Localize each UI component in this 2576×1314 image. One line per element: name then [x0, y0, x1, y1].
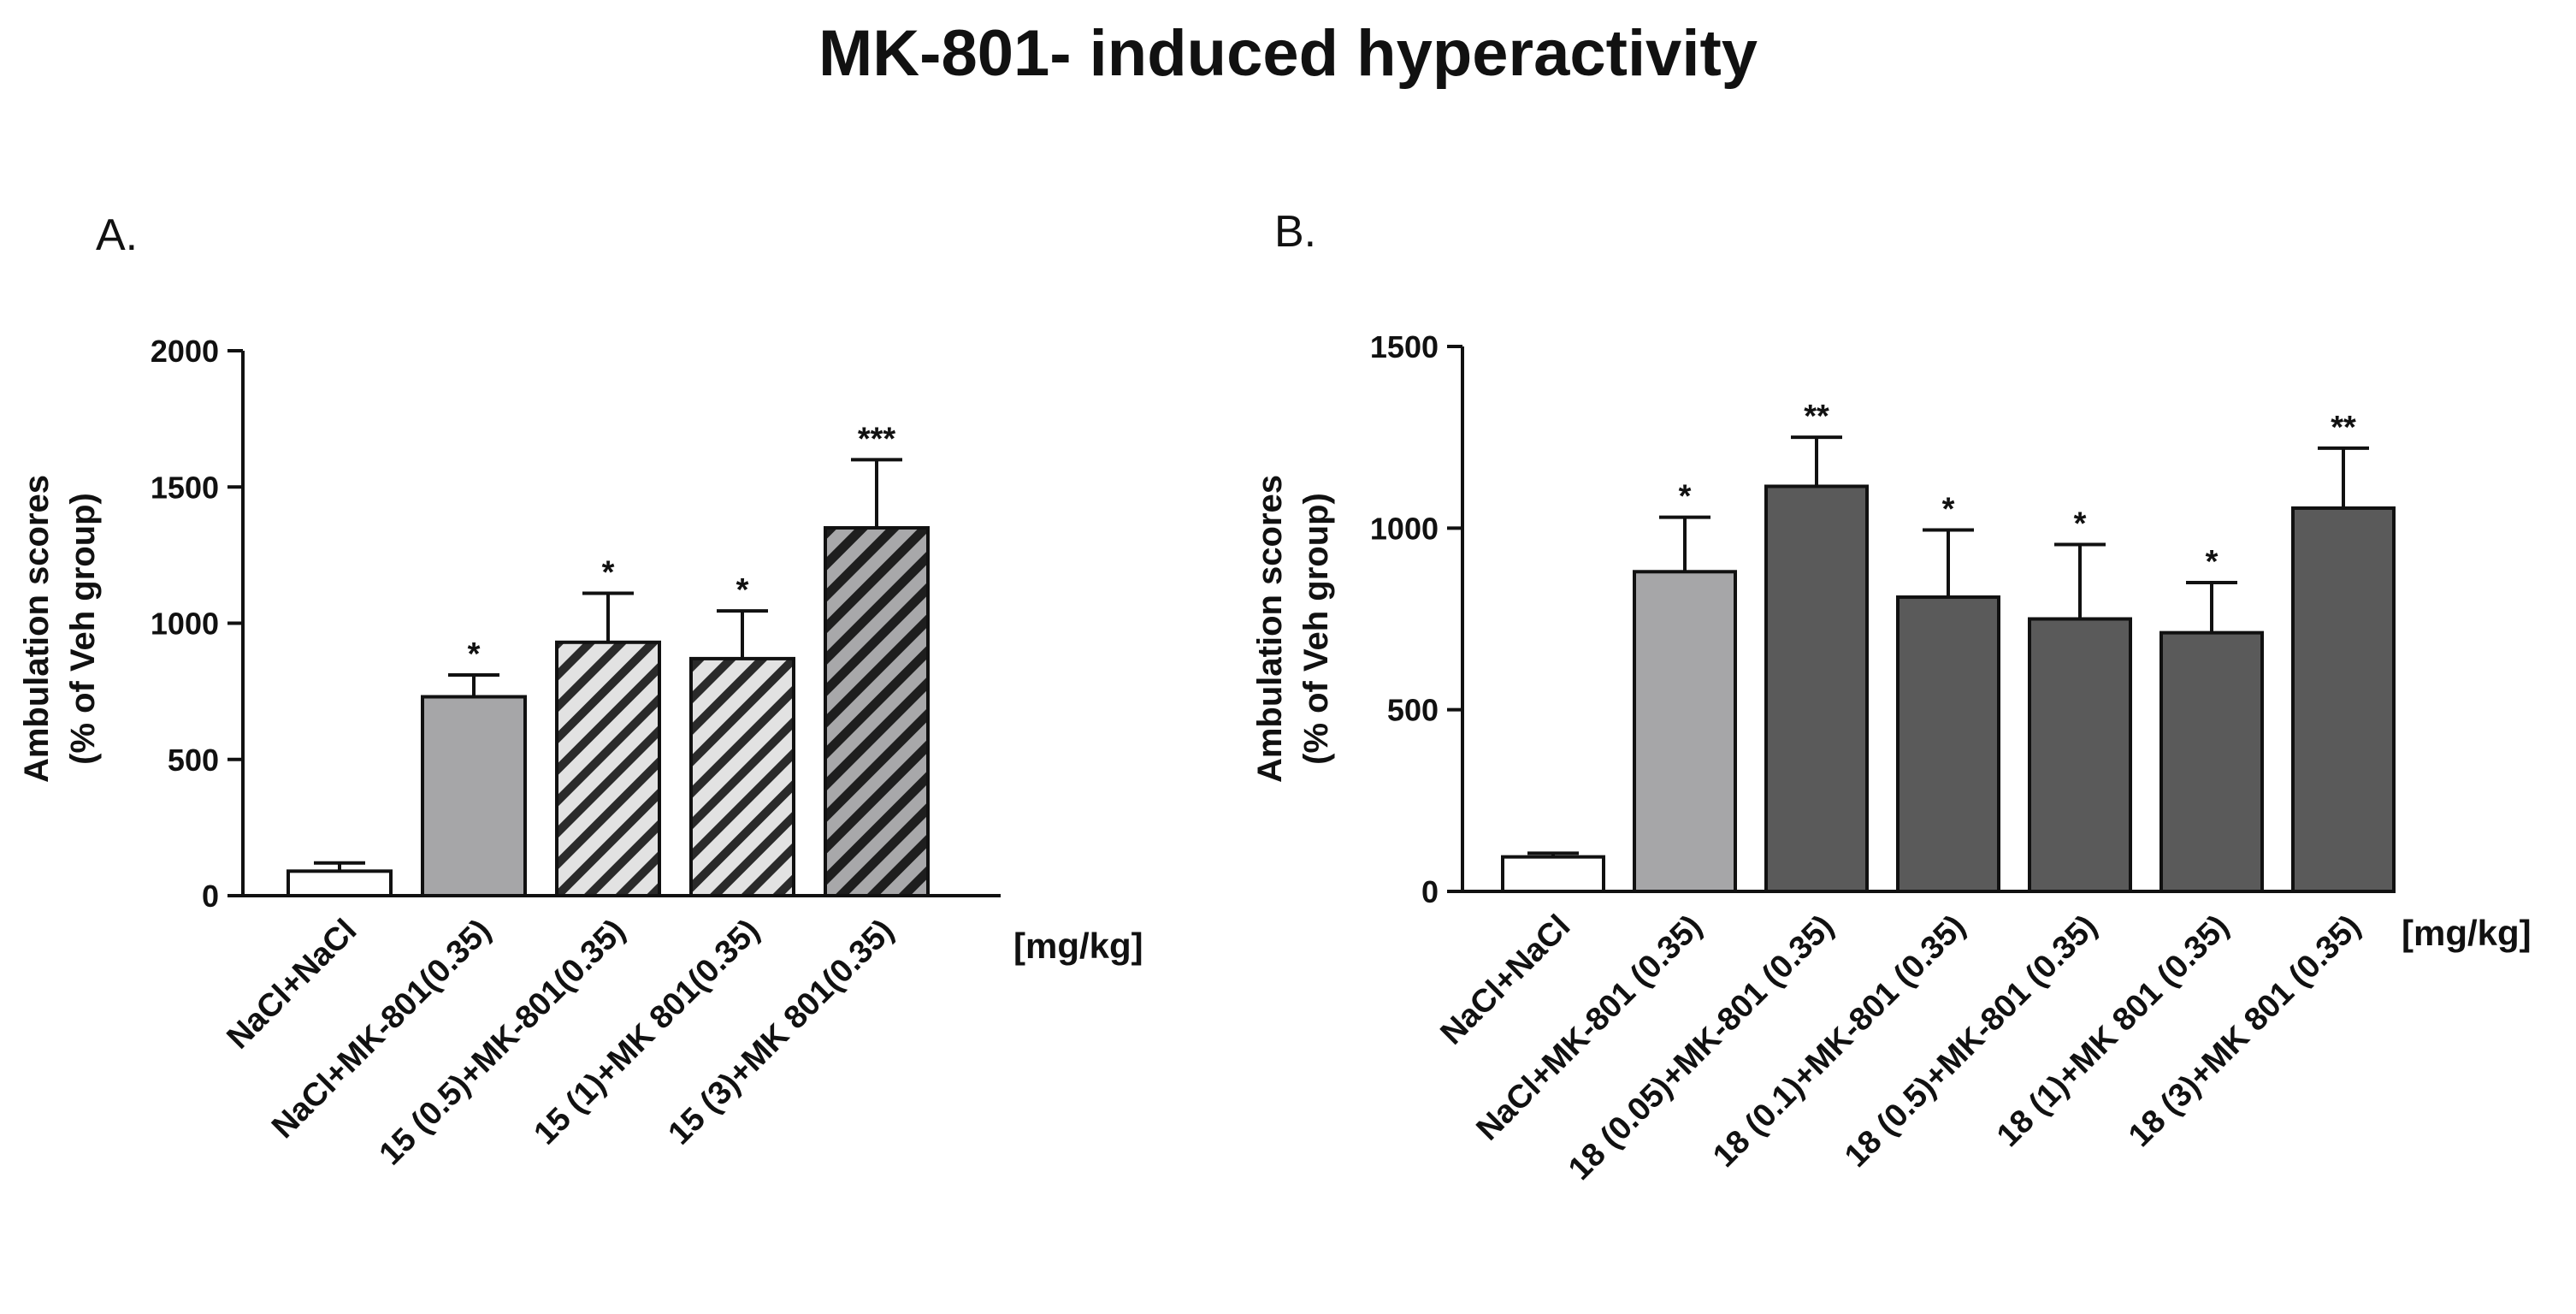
panel-a-category-label: 15 (3)+MK 801(0.35)	[661, 913, 901, 1152]
panel-b-ylabel-line1: Ambulation scores	[1251, 475, 1289, 783]
panel-a-ytick-label: 500	[168, 743, 219, 778]
panel-b-chart: B. Ambulation scores (% of Veh group) [m…	[1251, 207, 2532, 1187]
panel-a-category-label: 15 (0.5)+MK-801(0.35)	[373, 913, 633, 1173]
panel-b-bar	[1633, 570, 1737, 893]
panel-b-category-label: NaCl+MK-801 (0.35)	[1470, 909, 1710, 1148]
panel-b-bar	[1764, 484, 1869, 893]
panel-a-bar	[824, 526, 930, 898]
panel-a-ytick-label: 2000	[151, 334, 219, 369]
panel-a-unit-label: [mg/kg]	[1013, 926, 1143, 966]
panel-b-category-label: 18 (0.5)+MK-801 (0.35)	[1838, 909, 2104, 1175]
panel-b-ytick-label: 1500	[1370, 329, 1439, 364]
panel-a-significance-label: *	[468, 636, 481, 672]
panel-a-significance-label: *	[736, 572, 749, 608]
panel-b-significance-label: **	[2331, 410, 2356, 446]
panel-b-category-label: 18 (0.1)+MK-801 (0.35)	[1706, 909, 1972, 1175]
panel-a-ytick-label: 1500	[151, 470, 219, 505]
panel-b-category-label: 18 (1)+MK 801 (0.35)	[1990, 909, 2236, 1154]
panel-a-bar	[689, 656, 795, 898]
panel-b-bar	[2028, 617, 2132, 893]
panel-a-bar	[287, 869, 393, 898]
panel-b-ytick-label: 1000	[1370, 511, 1439, 546]
panel-b-bar	[2159, 630, 2264, 893]
panel-a-bar	[555, 640, 661, 897]
panel-b-bar	[2291, 506, 2396, 894]
panel-a-label: A.	[96, 210, 138, 260]
panel-b-category-label: NaCl+NaCl	[1434, 909, 1578, 1052]
panel-b-significance-label: *	[2206, 544, 2219, 580]
panel-b-unit-label: [mg/kg]	[2402, 913, 2532, 953]
panel-b-significance-label: *	[2074, 506, 2087, 542]
panel-a-ytick-label: 0	[202, 879, 219, 914]
figure-title: MK-801- induced hyperactivity	[818, 17, 1758, 90]
panel-b-significance-label: **	[1804, 399, 1829, 435]
panel-b-bar	[1896, 595, 2000, 894]
panel-b-significance-label: *	[1942, 491, 1955, 527]
panel-a-category-label: NaCl+MK-801(0.35)	[265, 913, 498, 1145]
panel-b-ytick-label: 0	[1421, 874, 1439, 909]
panel-a-ylabel-line1: Ambulation scores	[18, 475, 56, 783]
panel-a-ytick-label: 1000	[151, 607, 219, 642]
panel-b-ytick-label: 500	[1387, 693, 1439, 728]
panel-a-ylabel-line2: (% of Veh group)	[64, 493, 102, 765]
panel-a-category-label: 15 (1)+MK 801(0.35)	[527, 913, 766, 1152]
panel-a-bar	[421, 695, 527, 897]
panel-b-ylabel-line2: (% of Veh group)	[1297, 493, 1335, 765]
panel-a-significance-label: *	[602, 554, 615, 590]
panel-b-label: B.	[1274, 207, 1316, 257]
panel-b-bar	[1501, 855, 1605, 894]
panel-a-category-label: NaCl+NaCl	[221, 913, 364, 1057]
panel-a-chart: A. Ambulation scores (% of Veh group) [m…	[18, 210, 1143, 1172]
panel-b-category-label: 18 (0.05)+MK-801 (0.35)	[1562, 909, 1840, 1187]
panel-b-category-label: 18 (3)+MK 801 (0.35)	[2122, 909, 2367, 1154]
panel-b-significance-label: *	[1679, 479, 1692, 515]
panel-a-significance-label: ***	[858, 421, 896, 457]
